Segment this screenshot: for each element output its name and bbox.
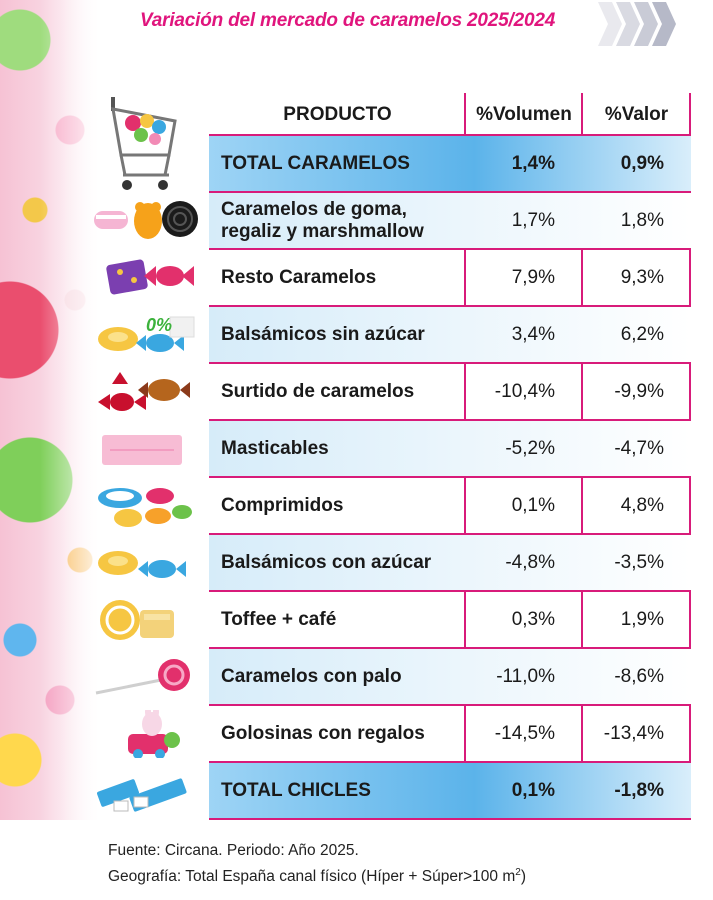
header-volumen: %Volumen	[476, 104, 572, 125]
row-volumen-value: 1,4%	[511, 153, 555, 174]
table-row: Golosinas con regalos -14,5% -13,4%	[128, 704, 691, 761]
row-background	[209, 136, 691, 191]
table-row: Masticables -5,2% -4,7%	[102, 419, 691, 476]
row-background	[209, 307, 691, 362]
table-row: Toffee + café 0,3% 1,9%	[100, 590, 691, 647]
header-valor: %Valor	[604, 104, 669, 125]
row-product-label: Balsámicos con azúcar	[221, 551, 432, 573]
row-valor-value: 9,3%	[620, 267, 664, 288]
table-row: TOTAL CHICLES 0,1% -1,8%	[97, 761, 691, 818]
row-product-label: Caramelos de goma, regaliz y marshmallow	[221, 198, 424, 242]
row-product-label: Comprimidos	[221, 494, 344, 516]
chevrons-icon	[598, 2, 676, 46]
row-valor-value: -4,7%	[614, 438, 664, 459]
chewing-gum-icon	[97, 778, 187, 812]
table-row: Caramelos de goma, regaliz y marshmallow…	[94, 191, 691, 248]
row-volumen-value: -11,0%	[496, 666, 555, 687]
row-valor-value: 1,9%	[620, 609, 664, 630]
row-valor-value: -9,9%	[614, 381, 664, 402]
row-product-label: Surtido de caramelos	[221, 380, 415, 402]
row-product-label: Resto Caramelos	[221, 266, 377, 288]
table-header: PRODUCTO %Volumen %Valor	[209, 93, 691, 134]
row-background	[209, 193, 691, 248]
lollipop-icon	[95, 659, 190, 695]
row-volumen-value: 3,4%	[511, 324, 555, 345]
row-product-label: Masticables	[221, 437, 329, 459]
row-valor-value: -8,6%	[614, 666, 664, 687]
market-table: PRODUCTO %Volumen %Valor TOTAL CARAMELOS…	[94, 93, 691, 820]
row-volumen-value: 0,1%	[511, 780, 555, 801]
chewy-stick-icon	[102, 435, 182, 465]
row-volumen-value: 0,3%	[511, 609, 555, 630]
row-volumen-value: -5,2%	[505, 438, 555, 459]
row-background	[209, 763, 691, 818]
table-row: Comprimidos 0,1% 4,8%	[98, 476, 691, 533]
table-row: Surtido de caramelos -10,4% -9,9%	[98, 362, 691, 419]
row-volumen-value: 7,9%	[511, 267, 555, 288]
row-product-label: Caramelos con palo	[221, 665, 402, 687]
table-row: TOTAL CARAMELOS 1,4% 0,9%	[209, 134, 691, 191]
shopping-cart-icon	[111, 97, 177, 190]
table-row: Resto Caramelos 7,9% 9,3%	[106, 248, 691, 305]
row-volumen-value: 0,1%	[511, 495, 555, 516]
row-volumen-value: -14,5%	[494, 723, 555, 744]
header-producto: PRODUCTO	[283, 104, 392, 125]
candy-background-fade	[40, 0, 120, 820]
row-valor-value: 0,9%	[620, 153, 664, 174]
source-note: Fuente: Circana. Periodo: Año 2025. Geog…	[108, 840, 526, 888]
sugar-free-candy-icon: 0%	[98, 315, 195, 352]
row-volumen-value: -4,8%	[505, 552, 555, 573]
row-background	[209, 649, 691, 704]
table-row: 0% Balsámicos sin azúcar 3,4% 6,2%	[98, 305, 691, 362]
row-product-label: Golosinas con regalos	[221, 722, 425, 744]
assorted-candy-icon	[98, 372, 190, 411]
page-title: Variación del mercado de caramelos 2025/…	[140, 10, 556, 31]
svg-text:0%: 0%	[146, 315, 172, 335]
tablets-icon	[98, 488, 192, 527]
toy-candy-icon	[128, 710, 180, 758]
row-valor-value: 4,8%	[620, 495, 664, 516]
gummy-bear-icon	[94, 201, 198, 239]
row-product-label: Toffee + café	[221, 608, 337, 630]
table-body: TOTAL CARAMELOS 1,4% 0,9% Caramelos de goma…	[94, 134, 691, 820]
source-line-1: Fuente: Circana. Periodo: Año 2025.	[108, 842, 359, 859]
table-bottom-border	[209, 818, 691, 820]
row-valor-value: -1,8%	[614, 780, 664, 801]
balsamic-candy-icon	[98, 551, 186, 578]
row-volumen-value: -10,4%	[494, 381, 555, 402]
row-valor-value: 1,8%	[620, 210, 664, 231]
source-line-2: Geografía: Total España canal físico (Hí…	[108, 867, 526, 886]
row-background	[209, 421, 691, 476]
row-valor-value: 6,2%	[620, 324, 664, 345]
row-valor-value: -13,4%	[603, 723, 664, 744]
table-row: Balsámicos con azúcar -4,8% -3,5%	[98, 533, 691, 590]
row-background	[209, 535, 691, 590]
toffee-icon	[100, 600, 174, 640]
row-valor-value: -3,5%	[614, 552, 664, 573]
row-product-label: TOTAL CARAMELOS	[221, 152, 410, 174]
row-volumen-value: 1,7%	[511, 210, 555, 231]
row-product-label: TOTAL CHICLES	[221, 779, 371, 801]
table-row: Caramelos con palo -11,0% -8,6%	[95, 647, 691, 704]
row-product-label: Balsámicos sin azúcar	[221, 323, 425, 345]
wrapped-candy-icon	[106, 259, 194, 295]
